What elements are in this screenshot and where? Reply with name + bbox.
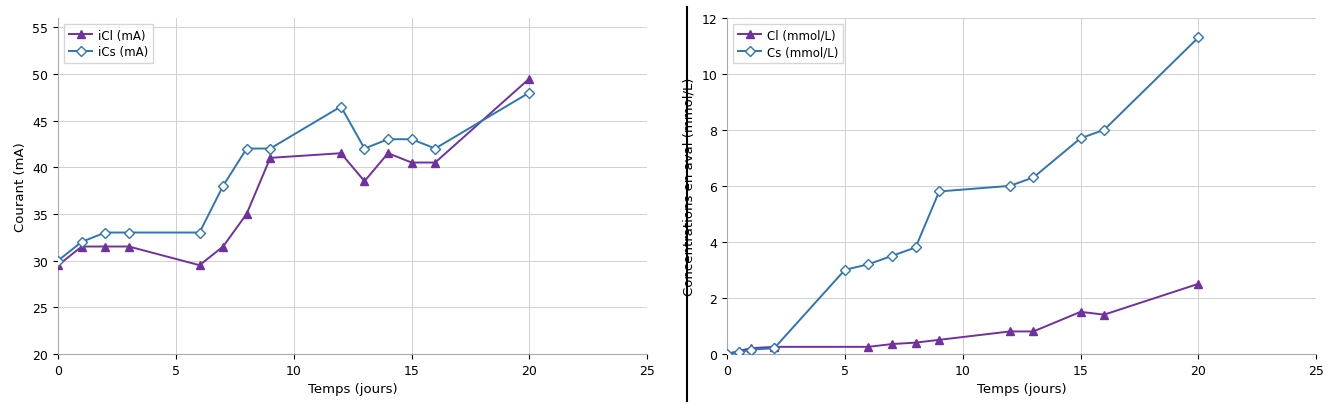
iCs (mA) <box>427 147 443 152</box>
Cl (mmol/L) <box>1002 329 1018 334</box>
iCl (mA) <box>50 263 66 268</box>
Cl (mmol/L) <box>931 337 947 342</box>
Cl (mmol/L) <box>907 340 923 345</box>
Cs (mmol/L) <box>743 347 759 352</box>
Cs (mmol/L) <box>836 268 852 273</box>
X-axis label: Temps (jours): Temps (jours) <box>308 382 397 395</box>
iCl (mA) <box>427 161 443 166</box>
Cs (mmol/L) <box>719 351 735 356</box>
Line: Cl (mmol/L): Cl (mmol/L) <box>724 280 1202 358</box>
Cl (mmol/L) <box>731 349 747 354</box>
Cs (mmol/L) <box>1002 184 1018 189</box>
Line: Cs (mmol/L): Cs (mmol/L) <box>724 35 1202 358</box>
iCl (mA) <box>262 156 278 161</box>
iCs (mA) <box>50 258 66 263</box>
Legend: iCl (mA), iCs (mA): iCl (mA), iCs (mA) <box>64 25 154 64</box>
Cs (mmol/L) <box>1073 137 1089 142</box>
Cl (mmol/L) <box>884 342 900 347</box>
Y-axis label: Courant (mA): Courant (mA) <box>13 142 27 231</box>
Cl (mmol/L) <box>767 344 783 349</box>
iCl (mA) <box>404 161 420 166</box>
Cl (mmol/L) <box>719 351 735 356</box>
Legend: Cl (mmol/L), Cs (mmol/L): Cl (mmol/L), Cs (mmol/L) <box>733 25 843 64</box>
iCs (mA) <box>262 147 278 152</box>
Cl (mmol/L) <box>1096 312 1112 317</box>
iCl (mA) <box>238 212 254 217</box>
Cs (mmol/L) <box>1191 36 1207 41</box>
iCs (mA) <box>356 147 372 152</box>
Cs (mmol/L) <box>931 189 947 194</box>
iCs (mA) <box>333 105 349 110</box>
X-axis label: Temps (jours): Temps (jours) <box>977 382 1066 395</box>
iCl (mA) <box>191 263 207 268</box>
iCs (mA) <box>98 231 114 236</box>
Cl (mmol/L) <box>1073 310 1089 315</box>
iCs (mA) <box>404 137 420 142</box>
iCs (mA) <box>238 147 254 152</box>
Cs (mmol/L) <box>1025 175 1041 180</box>
Cl (mmol/L) <box>1191 282 1207 287</box>
Cs (mmol/L) <box>1096 128 1112 133</box>
Cl (mmol/L) <box>1025 329 1041 334</box>
iCs (mA) <box>74 240 90 245</box>
iCl (mA) <box>215 245 231 249</box>
iCs (mA) <box>215 184 231 189</box>
Cs (mmol/L) <box>767 346 783 351</box>
iCs (mA) <box>191 231 207 236</box>
iCl (mA) <box>333 151 349 156</box>
iCs (mA) <box>380 137 396 142</box>
Cs (mmol/L) <box>860 262 876 267</box>
iCl (mA) <box>120 245 136 249</box>
Line: iCl (mA): iCl (mA) <box>55 76 534 270</box>
Cs (mmol/L) <box>907 245 923 250</box>
Cs (mmol/L) <box>731 350 747 355</box>
Cl (mmol/L) <box>743 346 759 351</box>
iCl (mA) <box>522 77 538 82</box>
Cs (mmol/L) <box>884 254 900 258</box>
iCs (mA) <box>522 91 538 96</box>
iCl (mA) <box>356 179 372 184</box>
iCl (mA) <box>74 245 90 249</box>
iCl (mA) <box>380 151 396 156</box>
iCs (mA) <box>120 231 136 236</box>
Cl (mmol/L) <box>860 344 876 349</box>
iCl (mA) <box>98 245 114 249</box>
Y-axis label: Concentrations en aval (mmol/L): Concentrations en aval (mmol/L) <box>682 77 696 295</box>
Line: iCs (mA): iCs (mA) <box>55 90 534 265</box>
